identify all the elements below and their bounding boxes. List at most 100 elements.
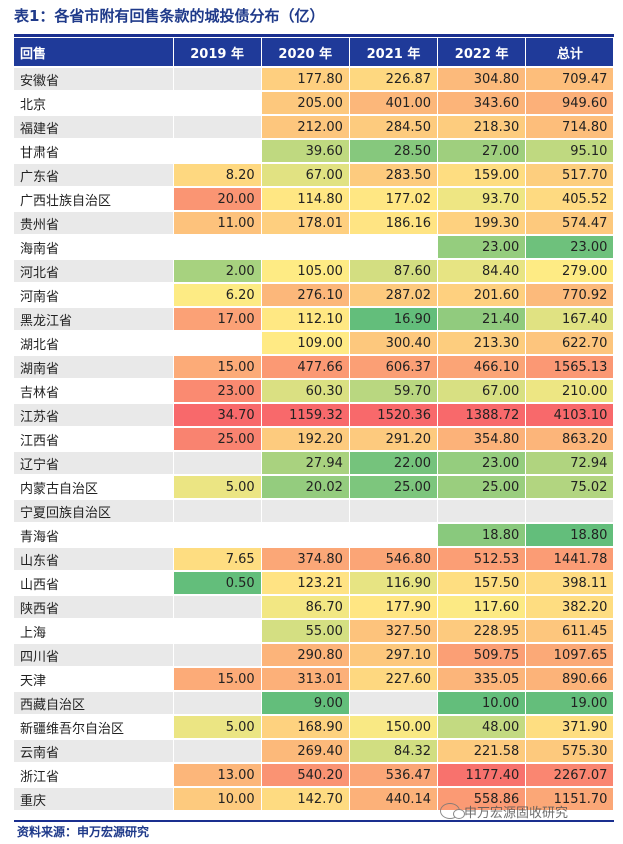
table-row: 河北省 2.00 105.00 87.60 84.40 279.00 <box>14 258 615 283</box>
value-cell: 221.58 <box>437 738 527 763</box>
province-cell: 北京 <box>14 90 174 115</box>
province-cell: 河北省 <box>14 258 174 283</box>
value-cell: 291.20 <box>349 426 439 451</box>
value-cell <box>173 114 262 139</box>
table-row: 重庆 10.00 142.70 440.14 558.86 1151.70 <box>14 786 615 810</box>
header-2020: 2020 年 <box>261 38 350 67</box>
province-cell: 上海 <box>14 618 174 643</box>
value-cell <box>173 450 262 475</box>
value-cell: 25.00 <box>437 474 527 499</box>
value-cell: 13.00 <box>173 762 262 787</box>
province-cell: 江西省 <box>14 426 174 451</box>
value-cell: 354.80 <box>437 426 527 451</box>
value-cell: 116.90 <box>349 570 439 595</box>
value-cell: 226.87 <box>349 66 439 91</box>
value-cell: 1159.32 <box>261 402 350 427</box>
source-note: 资料来源：申万宏源研究 <box>17 825 150 839</box>
province-cell: 四川省 <box>14 642 174 667</box>
value-cell: 177.90 <box>349 594 439 619</box>
value-cell: 16.90 <box>349 306 439 331</box>
value-cell: 1388.72 <box>437 402 527 427</box>
value-cell: 23.00 <box>437 234 527 259</box>
value-cell: 27.94 <box>261 450 350 475</box>
value-cell: 60.30 <box>261 378 350 403</box>
value-cell: 17.00 <box>173 306 262 331</box>
value-cell: 150.00 <box>349 714 439 739</box>
value-cell: 93.70 <box>437 186 527 211</box>
table-row: 广西壮族自治区 20.00 114.80 177.02 93.70 405.52 <box>14 186 615 211</box>
wechat-icon <box>440 803 465 819</box>
value-cell: 23.00 <box>525 234 615 259</box>
value-cell: 205.00 <box>261 90 350 115</box>
value-cell: 335.05 <box>437 666 527 691</box>
value-cell: 546.80 <box>349 546 439 571</box>
table-row: 河南省 6.20 276.10 287.02 201.60 770.92 <box>14 282 615 307</box>
value-cell: 6.20 <box>173 282 262 307</box>
table-row: 江西省 25.00 192.20 291.20 354.80 863.20 <box>14 426 615 451</box>
value-cell <box>261 498 350 523</box>
value-cell: 1565.13 <box>525 354 615 379</box>
value-cell: 67.00 <box>437 378 527 403</box>
value-cell: 343.60 <box>437 90 527 115</box>
value-cell <box>173 498 262 523</box>
value-cell: 374.80 <box>261 546 350 571</box>
table-row: 陕西省 86.70 177.90 117.60 382.20 <box>14 594 615 619</box>
value-cell: 23.00 <box>173 378 262 403</box>
province-cell: 新疆维吾尔自治区 <box>14 714 174 739</box>
province-cell: 广西壮族自治区 <box>14 186 174 211</box>
table-row: 西藏自治区 9.00 10.00 19.00 <box>14 690 615 715</box>
value-cell <box>173 738 262 763</box>
province-cell: 安徽省 <box>14 66 174 91</box>
value-cell: 123.21 <box>261 570 350 595</box>
value-cell: 75.02 <box>525 474 615 499</box>
province-cell: 福建省 <box>14 114 174 139</box>
table-row: 湖北省 109.00 300.40 213.30 622.70 <box>14 330 615 355</box>
value-cell: 371.90 <box>525 714 615 739</box>
table-row: 上海 55.00 327.50 228.95 611.45 <box>14 618 615 643</box>
value-cell: 21.40 <box>437 306 527 331</box>
data-table: 回售 2019 年 2020 年 2021 年 2022 年 总计 安徽省 177… <box>14 38 615 810</box>
value-cell: 517.70 <box>525 162 615 187</box>
value-cell: 10.00 <box>173 786 262 810</box>
header-row: 回售 2019 年 2020 年 2021 年 2022 年 总计 <box>14 38 615 67</box>
value-cell: 213.30 <box>437 330 527 355</box>
value-cell: 72.94 <box>525 450 615 475</box>
value-cell: 55.00 <box>261 618 350 643</box>
value-cell: 23.00 <box>437 450 527 475</box>
value-cell: 199.30 <box>437 210 527 235</box>
value-cell: 284.50 <box>349 114 439 139</box>
value-cell: 201.60 <box>437 282 527 307</box>
value-cell <box>173 138 262 163</box>
value-cell: 59.70 <box>349 378 439 403</box>
province-cell: 吉林省 <box>14 378 174 403</box>
value-cell: 84.32 <box>349 738 439 763</box>
value-cell: 575.30 <box>525 738 615 763</box>
province-cell: 广东省 <box>14 162 174 187</box>
value-cell: 15.00 <box>173 666 262 691</box>
province-cell: 贵州省 <box>14 210 174 235</box>
value-cell: 1097.65 <box>525 642 615 667</box>
province-cell: 宁夏回族自治区 <box>14 498 174 523</box>
value-cell: 770.92 <box>525 282 615 307</box>
table-row: 四川省 290.80 297.10 509.75 1097.65 <box>14 642 615 667</box>
value-cell: 606.37 <box>349 354 439 379</box>
province-cell: 西藏自治区 <box>14 690 174 715</box>
value-cell: 300.40 <box>349 330 439 355</box>
value-cell: 87.60 <box>349 258 439 283</box>
province-cell: 浙江省 <box>14 762 174 787</box>
value-cell: 142.70 <box>261 786 350 810</box>
value-cell: 382.20 <box>525 594 615 619</box>
value-cell: 157.50 <box>437 570 527 595</box>
value-cell <box>173 618 262 643</box>
table-row: 云南省 269.40 84.32 221.58 575.30 <box>14 738 615 763</box>
value-cell: 114.80 <box>261 186 350 211</box>
value-cell: 1520.36 <box>349 402 439 427</box>
province-cell: 山东省 <box>14 546 174 571</box>
value-cell <box>173 594 262 619</box>
value-cell: 39.60 <box>261 138 350 163</box>
table-row: 辽宁省 27.94 22.00 23.00 72.94 <box>14 450 615 475</box>
province-cell: 江苏省 <box>14 402 174 427</box>
table-row: 黑龙江省 17.00 112.10 16.90 21.40 167.40 <box>14 306 615 331</box>
province-cell: 黑龙江省 <box>14 306 174 331</box>
value-cell: 18.80 <box>525 522 615 547</box>
